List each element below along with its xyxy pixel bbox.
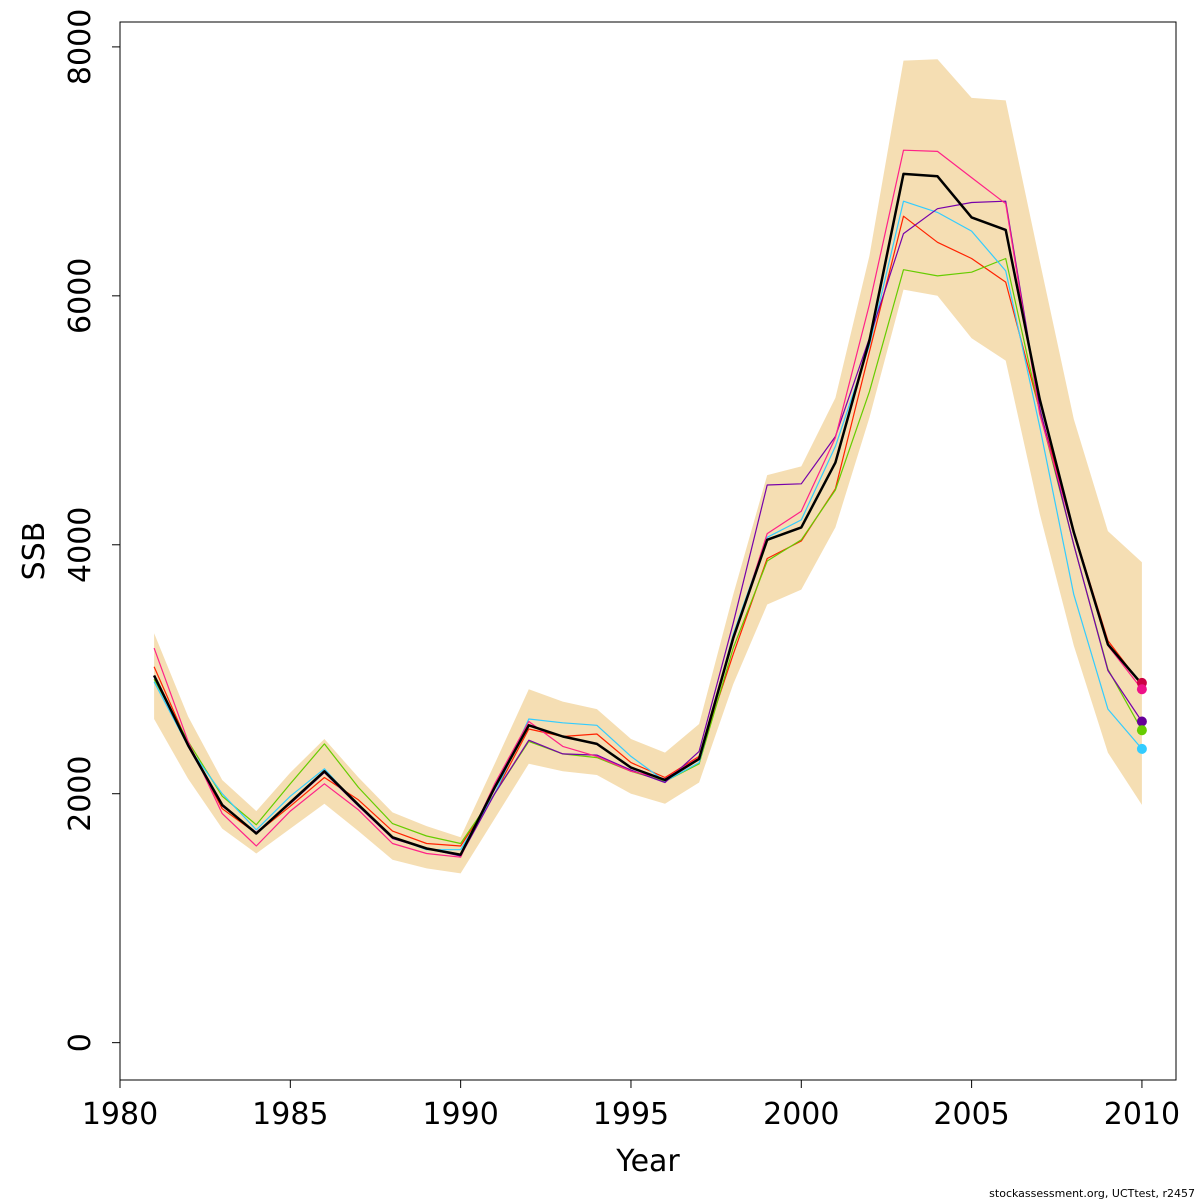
- y-tick-label: 8000: [63, 9, 98, 85]
- series-line-1: [152, 172, 1143, 856]
- x-tick-label: 1995: [593, 1097, 669, 1132]
- confidence-band-layer: [154, 59, 1142, 874]
- y-tick-label: 0: [63, 1033, 98, 1052]
- series-layer: [152, 149, 1143, 858]
- x-tick-label: 2000: [763, 1097, 839, 1132]
- y-tick-label: 4000: [63, 507, 98, 583]
- y-axis-title: SSB: [17, 522, 52, 581]
- y-tick-label: 2000: [63, 756, 98, 832]
- end-point-2: [1136, 684, 1147, 695]
- x-tick-label: 2010: [1104, 1097, 1180, 1132]
- y-axis: 0 2000 4000 6000 8000: [63, 9, 121, 1052]
- end-points-layer: [1136, 677, 1147, 754]
- confidence-band: [154, 59, 1142, 874]
- end-point-5: [1136, 743, 1147, 754]
- series-line-2: [153, 215, 1143, 847]
- x-axis-title: Year: [615, 1144, 680, 1179]
- x-tick-label: 1985: [252, 1097, 328, 1132]
- x-tick-label: 1980: [82, 1097, 158, 1132]
- end-point-3: [1136, 716, 1147, 727]
- series-line-4: [153, 200, 1143, 851]
- x-tick-label: 1990: [422, 1097, 498, 1132]
- x-tick-label: 2005: [933, 1097, 1009, 1132]
- x-axis: 1980 1985 1990 1995 2000 2005 2010: [82, 1079, 1180, 1132]
- footer-note: stockassessment.org, UCTtest, r2457: [989, 1187, 1195, 1200]
- end-point-4: [1136, 725, 1147, 736]
- y-tick-label: 6000: [63, 258, 98, 334]
